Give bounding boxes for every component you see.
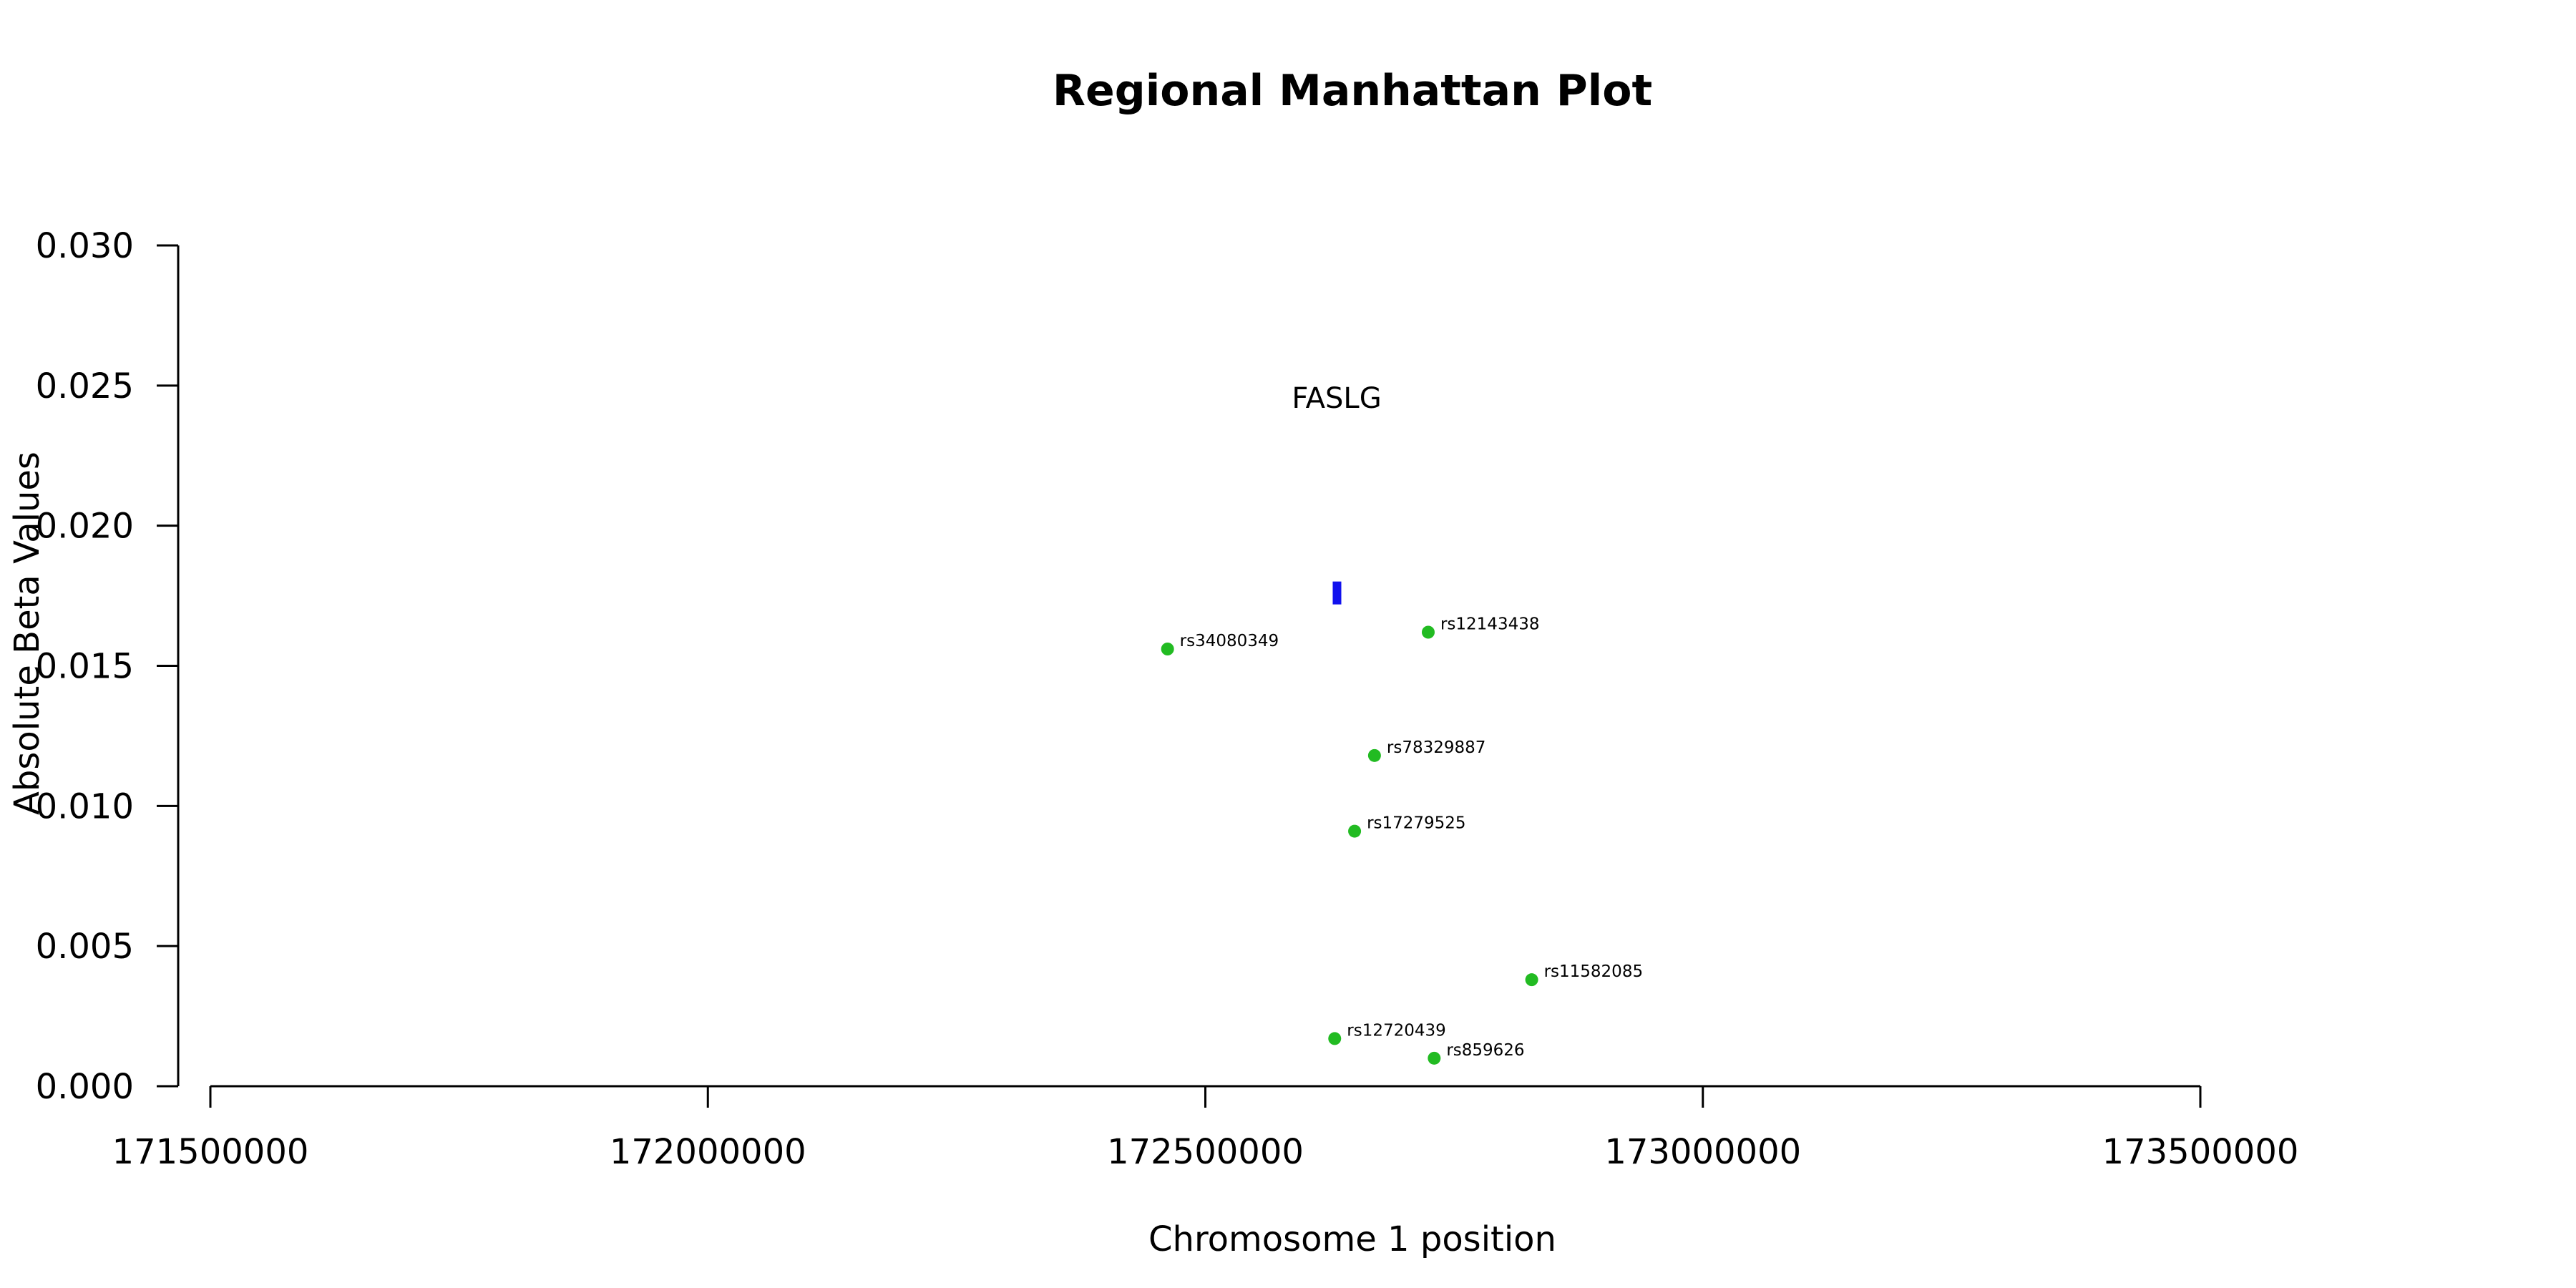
y-tick-label: 0.000 xyxy=(36,1067,134,1107)
x-tick-label: 171500000 xyxy=(112,1132,309,1172)
snp-point xyxy=(1348,824,1362,838)
snp-point xyxy=(1161,643,1174,655)
y-tick-label: 0.020 xyxy=(36,507,134,547)
y-tick-label: 0.015 xyxy=(36,647,134,687)
snp-point xyxy=(1428,1051,1441,1065)
x-tick-label: 173000000 xyxy=(1604,1132,1801,1172)
snp-label: rs11582085 xyxy=(1544,962,1644,981)
gene-markers: FASLG xyxy=(1292,382,1382,605)
snp-label: rs78329887 xyxy=(1387,738,1486,757)
y-axis-label: Absolute Beta Values xyxy=(7,452,47,815)
x-tick-label: 173500000 xyxy=(2102,1132,2299,1172)
y-tick-label: 0.005 xyxy=(36,927,134,967)
y-tick-label: 0.030 xyxy=(36,226,134,266)
snp-label: rs17279525 xyxy=(1367,814,1466,833)
x-axis-label: Chromosome 1 position xyxy=(1148,1219,1556,1259)
snp-point xyxy=(1328,1032,1342,1045)
x-tick-label: 172000000 xyxy=(610,1132,806,1172)
chart-title: Regional Manhattan Plot xyxy=(1053,66,1652,116)
y-tick-label: 0.025 xyxy=(36,366,134,406)
snp-point xyxy=(1525,973,1538,987)
axes: 171500000 172000000 172500000 173000000 1735… xyxy=(36,226,2299,1172)
snp-label: rs12143438 xyxy=(1440,615,1540,634)
snp-label: rs859626 xyxy=(1446,1041,1524,1060)
snp-point xyxy=(1421,625,1435,639)
y-tick-label: 0.010 xyxy=(36,786,134,826)
x-tick-label: 172500000 xyxy=(1107,1132,1304,1172)
gene-label: FASLG xyxy=(1292,382,1381,415)
snp-label: rs34080349 xyxy=(1180,632,1279,650)
snp-points: rs34080349 rs12143438 rs78329887 rs17279525… xyxy=(1161,615,1643,1065)
snp-point xyxy=(1367,748,1381,762)
snp-label: rs12720439 xyxy=(1347,1021,1446,1040)
gene-marker xyxy=(1332,581,1342,605)
